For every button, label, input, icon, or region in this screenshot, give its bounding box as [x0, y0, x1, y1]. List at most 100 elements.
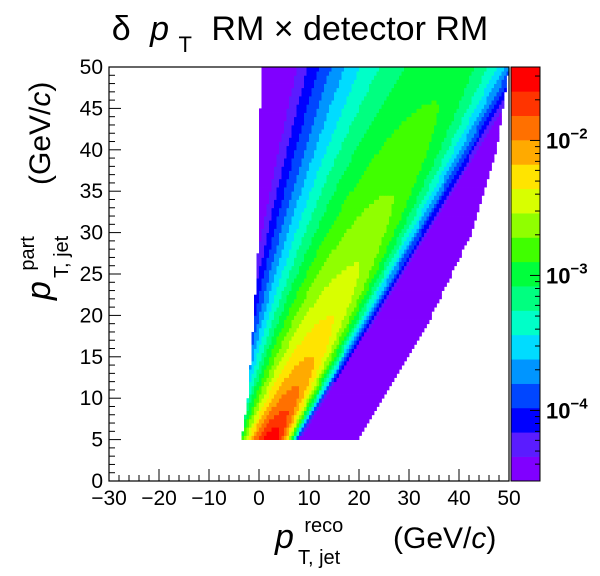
heatmap-cell — [259, 418, 262, 424]
heatmap-cell — [369, 327, 372, 333]
heatmap-cell — [464, 216, 467, 221]
heatmap-cell — [456, 220, 460, 225]
heatmap-cell — [411, 311, 415, 316]
heatmap-cell — [459, 216, 462, 221]
heatmap-cell — [261, 216, 265, 221]
heatmap-cell — [406, 319, 410, 325]
heatmap-cell — [354, 207, 357, 213]
heatmap-cell — [389, 232, 392, 238]
heatmap-cell — [351, 232, 355, 238]
heatmap-cell — [316, 253, 320, 258]
heatmap-cell — [271, 331, 275, 337]
heatmap-cell — [291, 394, 295, 399]
heatmap-cell — [289, 302, 292, 308]
heatmap-cell — [379, 385, 382, 391]
heatmap-cell — [374, 257, 377, 262]
heatmap-cell — [261, 365, 265, 370]
heatmap-cell — [416, 290, 420, 296]
heatmap-cell — [374, 182, 377, 188]
heatmap-cell — [394, 290, 397, 296]
heatmap-cell — [299, 282, 302, 287]
heatmap-cell — [414, 170, 417, 176]
heatmap-cell — [354, 178, 357, 184]
heatmap-cell — [319, 261, 322, 267]
heatmap-cell — [251, 427, 255, 432]
heatmap-cell — [319, 427, 322, 432]
heatmap-cell — [296, 274, 300, 279]
heatmap-cell — [341, 356, 345, 362]
heatmap-cell — [434, 216, 437, 221]
heatmap-cell — [456, 199, 460, 205]
heatmap-cell — [431, 249, 435, 254]
heatmap-cell — [279, 331, 282, 337]
heatmap-cell — [289, 158, 292, 163]
heatmap-cell — [429, 203, 432, 209]
heatmap-cell — [271, 253, 275, 258]
heatmap-cell — [391, 311, 395, 316]
heatmap-cell — [281, 373, 285, 378]
heatmap-cell — [276, 394, 280, 399]
heatmap-cell — [321, 323, 325, 329]
heatmap-cell — [269, 162, 272, 167]
heatmap-cell — [339, 199, 342, 205]
heatmap-cell — [344, 336, 347, 341]
heatmap-cell — [396, 187, 400, 192]
heatmap-cell — [324, 365, 327, 370]
heatmap-cell — [334, 331, 337, 337]
heatmap-cell — [441, 245, 445, 250]
heatmap-cell — [339, 319, 342, 325]
heatmap-cell — [281, 323, 285, 329]
heatmap-cell — [314, 427, 317, 432]
heatmap-cell — [439, 158, 442, 163]
heatmap-cell — [289, 182, 292, 188]
heatmap-cell — [381, 224, 385, 229]
heatmap-cell — [281, 389, 285, 395]
heatmap-cell — [346, 402, 350, 407]
heatmap-cell — [386, 245, 390, 250]
heatmap-cell — [309, 182, 312, 188]
heatmap-cell — [344, 331, 347, 337]
heatmap-cell — [426, 228, 430, 233]
heatmap-cell — [394, 170, 397, 176]
heatmap-cell — [409, 187, 412, 192]
heatmap-cell — [329, 311, 332, 316]
heatmap-cell — [311, 307, 315, 312]
heatmap-cell — [249, 381, 252, 387]
heatmap-cell — [351, 389, 355, 395]
heatmap-cell — [389, 207, 392, 213]
heatmap-cell — [361, 236, 365, 242]
heatmap-cell — [346, 414, 350, 420]
heatmap-cell — [304, 211, 307, 217]
heatmap-cell — [336, 302, 340, 308]
heatmap-cell — [311, 166, 315, 171]
heatmap-cell — [321, 274, 325, 279]
heatmap-cell — [336, 377, 340, 383]
heatmap-cell — [271, 166, 275, 171]
heatmap-cell — [309, 199, 312, 205]
heatmap-cell — [401, 170, 405, 176]
heatmap-cell — [459, 191, 462, 196]
heatmap-cell — [379, 323, 382, 329]
heatmap-cell — [264, 166, 267, 171]
heatmap-cell — [359, 182, 362, 188]
heatmap-cell — [391, 170, 395, 176]
heatmap-cell — [359, 377, 362, 383]
heatmap-cell — [319, 187, 322, 192]
heatmap-cell — [349, 203, 352, 209]
heatmap-cell — [371, 249, 375, 254]
heatmap-cell — [354, 435, 357, 440]
heatmap-cell — [289, 319, 292, 325]
heatmap-cell — [356, 253, 360, 258]
heatmap-cell — [266, 269, 270, 275]
heatmap-cell — [374, 356, 377, 362]
heatmap-cell — [396, 170, 400, 176]
heatmap-cell — [446, 236, 450, 242]
heatmap-cell — [376, 319, 380, 325]
heatmap-cell — [406, 249, 410, 254]
heatmap-cell — [359, 224, 362, 229]
heatmap-cell — [426, 207, 430, 213]
heatmap-cell — [266, 344, 270, 349]
heatmap-cell — [294, 356, 297, 362]
heatmap-cell — [319, 158, 322, 163]
heatmap-cell — [364, 352, 367, 358]
